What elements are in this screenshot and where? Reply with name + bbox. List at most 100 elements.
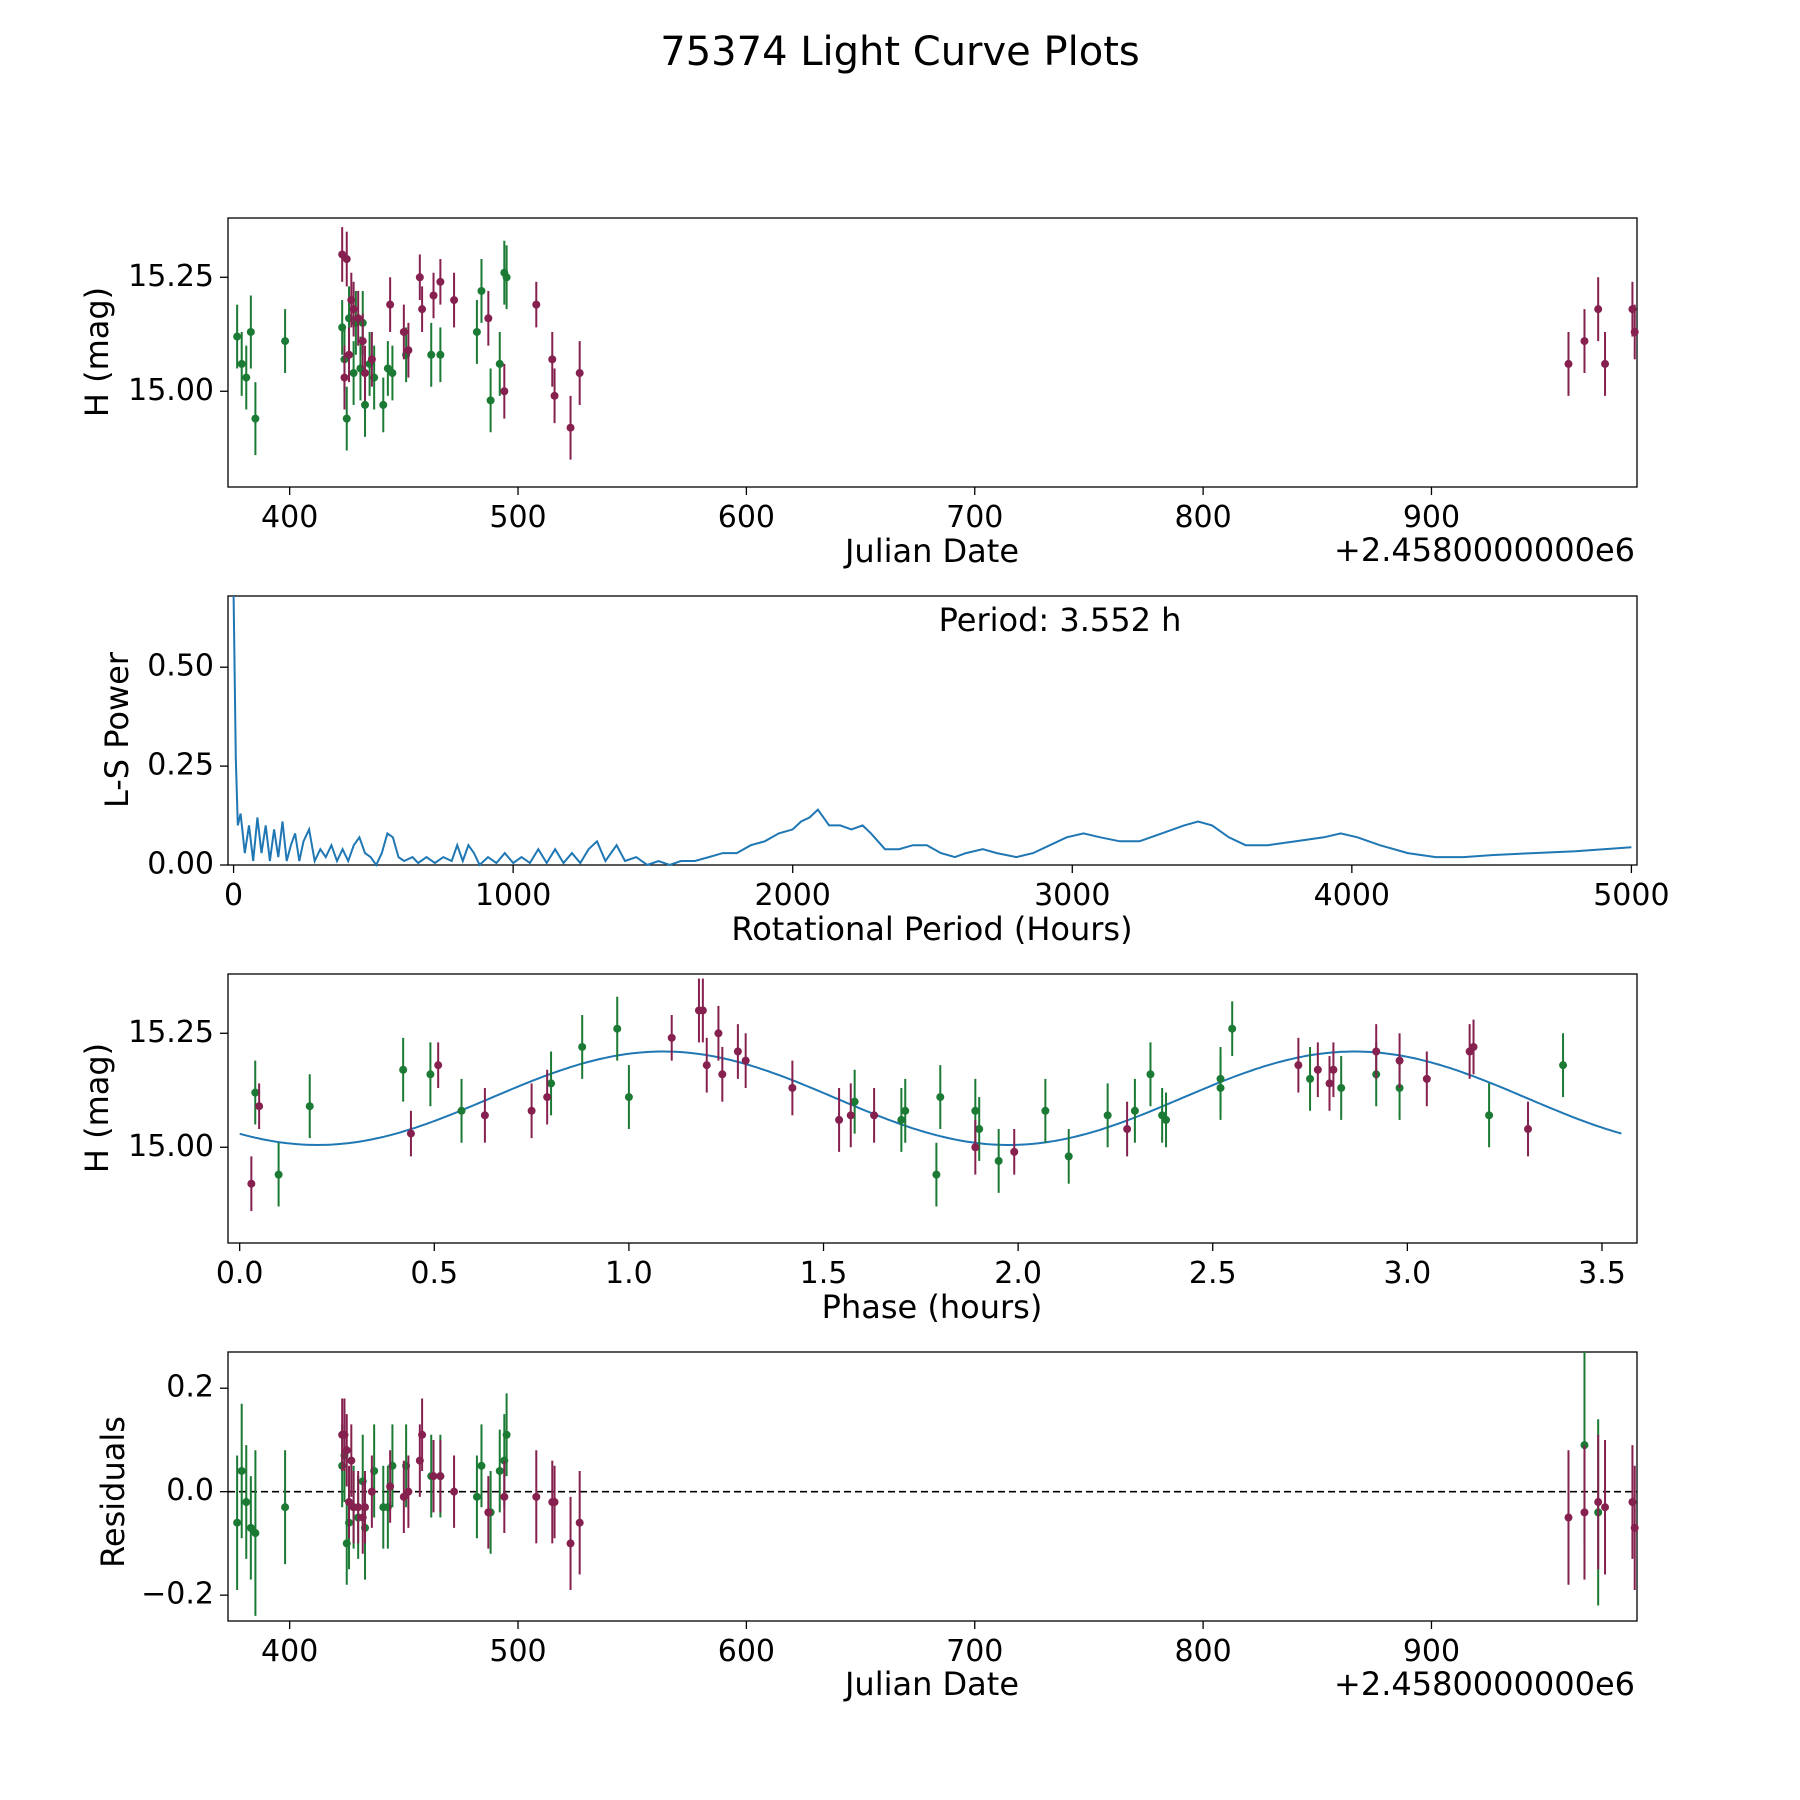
phased-point: [1294, 1061, 1303, 1070]
lightcurve-point: [281, 337, 290, 346]
phased-xtick-label: 1.5: [800, 1256, 848, 1291]
phased-point: [1524, 1125, 1533, 1134]
lightcurve-point: [477, 286, 486, 295]
phased-point: [788, 1083, 797, 1092]
lightcurve-point: [429, 291, 438, 300]
phased-point: [578, 1042, 587, 1051]
phased-point: [1010, 1147, 1019, 1156]
residuals-point: [233, 1518, 242, 1527]
phased-xtick-label: 2.5: [1189, 1256, 1237, 1291]
phased-point: [1146, 1070, 1155, 1079]
phased-point: [741, 1056, 750, 1065]
lightcurve-point: [1564, 359, 1573, 368]
phased-point: [971, 1106, 980, 1115]
residuals-offset-label: +2.4580000000e6: [1334, 1665, 1635, 1703]
residuals-point: [1630, 1523, 1639, 1532]
lightcurve-point: [233, 332, 242, 341]
periodogram-xtick-label: 0: [224, 878, 243, 913]
phased-ylabel: H (mag): [78, 1043, 116, 1173]
phased-xtick-label: 2.0: [994, 1256, 1042, 1291]
phased-marks: [239, 978, 1622, 1212]
residuals-point: [532, 1492, 541, 1501]
phased-xticks: 0.0 0.5 1.0 1.5 2.0 2.5 3.0 3.5: [216, 1243, 1626, 1291]
phased-point: [255, 1102, 264, 1111]
lightcurve-point: [472, 327, 481, 336]
periodogram-frame: [227, 595, 1638, 866]
phased-xtick-label: 0.5: [410, 1256, 458, 1291]
residuals-point: [342, 1446, 351, 1455]
lightcurve-point: [1594, 305, 1603, 314]
lightcurve-point: [575, 369, 584, 378]
residuals-point: [450, 1487, 459, 1496]
lightcurve-yticks: 15.00 15.25: [128, 259, 228, 408]
phased-xtick-label: 0.0: [216, 1256, 264, 1291]
phased-xtick-label: 3.0: [1383, 1256, 1431, 1291]
lightcurve-ytick-label: 15.00: [128, 373, 214, 408]
lightcurve-point: [548, 355, 557, 364]
lightcurve-marks: [233, 227, 1639, 460]
residuals-xtick-label: 900: [1403, 1634, 1460, 1669]
phased-point: [1216, 1074, 1225, 1083]
phased-panel: 0.0 0.5 1.0 1.5 2.0 2.5 3.0 3.5 15.00 15.25 Phas…: [78, 973, 1638, 1326]
residuals-marks: [228, 1352, 1639, 1616]
phased-point: [547, 1079, 556, 1088]
lightcurve-point: [340, 373, 349, 382]
periodogram-xtick-label: 2000: [755, 878, 831, 913]
lightcurve-point: [502, 273, 511, 282]
residuals-point: [477, 1461, 486, 1470]
phased-point: [733, 1047, 742, 1056]
residuals-point: [386, 1482, 395, 1491]
residuals-point: [1564, 1513, 1573, 1522]
lightcurve-xtick-label: 400: [261, 500, 318, 535]
phased-point: [399, 1065, 408, 1074]
lightcurve-ytick-label: 15.25: [128, 259, 214, 294]
periodogram-xlabel: Rotational Period (Hours): [731, 910, 1132, 948]
lightcurve-xlabel: Julian Date: [843, 532, 1019, 570]
phased-point: [624, 1093, 633, 1102]
phased-xtick-label: 3.5: [1578, 1256, 1626, 1291]
lightcurve-point: [388, 369, 397, 378]
residuals-point: [418, 1430, 427, 1439]
phased-point: [971, 1143, 980, 1152]
residuals-point: [436, 1472, 445, 1481]
residuals-point: [237, 1466, 246, 1475]
lightcurve-point: [349, 305, 358, 314]
lightcurve-point: [404, 346, 413, 355]
phased-point: [870, 1111, 879, 1120]
lightcurve-point: [386, 300, 395, 309]
residuals-point: [1601, 1503, 1610, 1512]
lightcurve-point: [345, 350, 354, 359]
periodogram-marks: [232, 595, 1632, 867]
residuals-point: [354, 1503, 363, 1512]
phased-point: [406, 1129, 415, 1138]
phased-point: [274, 1170, 283, 1179]
lightcurve-point: [436, 277, 445, 286]
phased-point: [1306, 1074, 1315, 1083]
lightcurve-point: [484, 314, 493, 323]
lightcurve-point: [436, 350, 445, 359]
lightcurve-frame: [227, 217, 1638, 488]
residuals-point: [472, 1492, 481, 1501]
periodogram-xtick-label: 1000: [475, 878, 551, 913]
residuals-xlabel: Julian Date: [843, 1665, 1019, 1703]
phased-yticks: 15.00 15.25: [128, 1015, 228, 1164]
residuals-ytick-label: 0.2: [166, 1370, 214, 1405]
lightcurve-point: [342, 255, 351, 264]
lightcurve-panel: 400 500 600 700 800 900 15.00 15.25 Julian Dat…: [78, 217, 1639, 570]
lightcurve-point: [486, 396, 495, 405]
residuals-point: [345, 1498, 354, 1507]
lightcurve-point: [500, 387, 509, 396]
phased-point: [698, 1006, 707, 1015]
residuals-ytick-label: 0.0: [166, 1473, 214, 1508]
phased-point: [457, 1106, 466, 1115]
residuals-panel: 400 500 600 700 800 900 −0.2 0.0 0.2 Julian Dat…: [94, 1351, 1639, 1703]
phased-fit-line: [239, 1050, 1622, 1147]
residuals-xtick-label: 600: [718, 1634, 775, 1669]
phased-point: [305, 1102, 314, 1111]
lightcurve-xtick-label: 900: [1403, 500, 1460, 535]
lightcurve-point: [1580, 337, 1589, 346]
lightcurve-xticks: 400 500 600 700 800 900: [261, 487, 1460, 535]
phased-point: [1372, 1047, 1381, 1056]
phased-point: [936, 1093, 945, 1102]
